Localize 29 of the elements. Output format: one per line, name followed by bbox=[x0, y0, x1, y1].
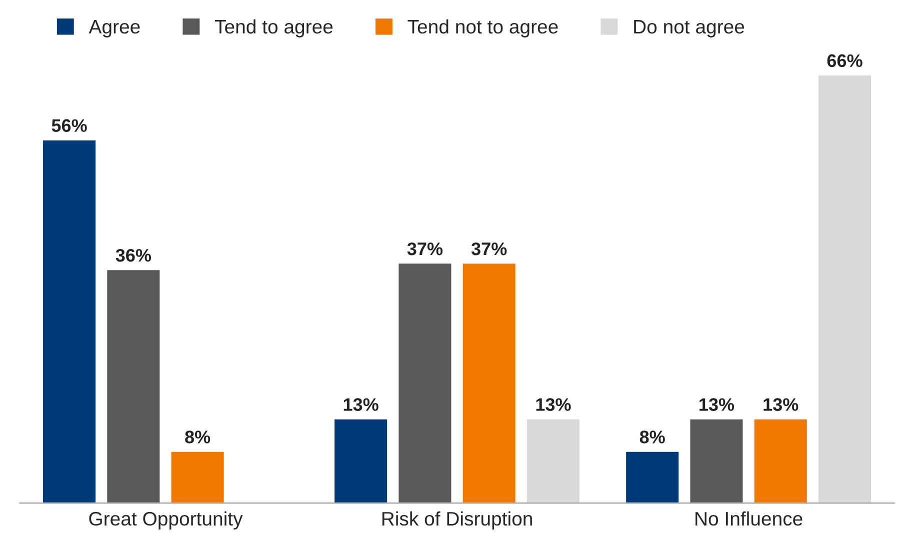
data-label: 8% bbox=[640, 430, 665, 444]
x-tick-label: No Influence bbox=[696, 511, 802, 526]
data-label: 37% bbox=[471, 242, 507, 256]
bar bbox=[333, 418, 388, 504]
data-label: 13% bbox=[700, 398, 734, 411]
bar bbox=[526, 418, 581, 504]
data-label: 13% bbox=[536, 398, 571, 411]
legend-label: Agree bbox=[88, 20, 140, 38]
data-label: 56% bbox=[52, 119, 87, 132]
bar bbox=[461, 262, 517, 504]
data-label: 37% bbox=[407, 242, 443, 256]
bar bbox=[752, 418, 808, 504]
x-tick-label: Great Opportunity bbox=[89, 511, 243, 530]
bar bbox=[397, 262, 453, 504]
bar bbox=[170, 450, 226, 504]
data-label: 8% bbox=[185, 430, 210, 444]
bar bbox=[106, 268, 162, 504]
legend-label: Tend not to agree bbox=[408, 19, 558, 38]
x-tick-label: Risk of Disruption bbox=[382, 511, 532, 530]
data-label: 13% bbox=[344, 398, 378, 411]
bar bbox=[817, 74, 872, 504]
legend-label: Tend to agree bbox=[214, 19, 333, 38]
data-label: 66% bbox=[827, 54, 862, 68]
bar bbox=[624, 450, 680, 504]
bar bbox=[688, 418, 744, 504]
data-label: 13% bbox=[764, 398, 798, 411]
bar bbox=[42, 139, 97, 504]
legend-label: Do not agree bbox=[634, 20, 744, 38]
data-label: 36% bbox=[116, 248, 152, 262]
